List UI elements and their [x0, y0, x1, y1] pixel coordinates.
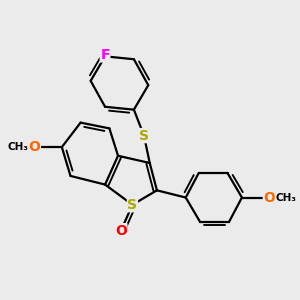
- Text: O: O: [28, 140, 40, 154]
- Text: CH₃: CH₃: [275, 193, 296, 202]
- Text: F: F: [100, 48, 110, 62]
- Text: O: O: [115, 224, 127, 238]
- Text: S: S: [128, 198, 137, 212]
- Text: O: O: [263, 190, 275, 205]
- Text: S: S: [139, 129, 149, 142]
- Text: CH₃: CH₃: [8, 142, 29, 152]
